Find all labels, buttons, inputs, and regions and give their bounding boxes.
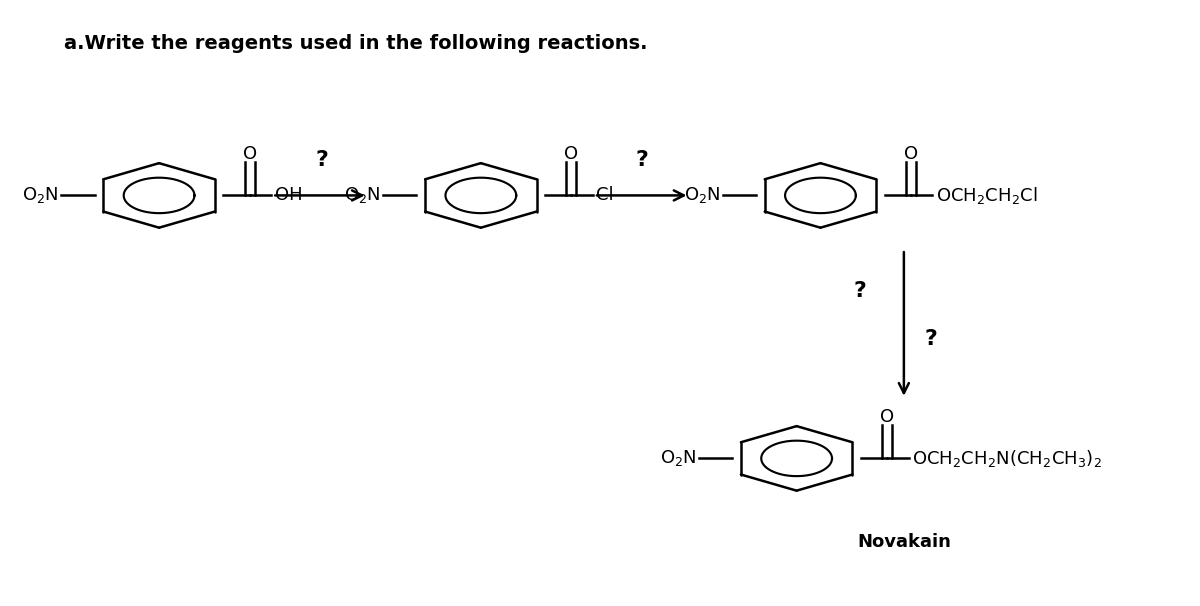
Text: ?: ? — [316, 150, 329, 170]
Text: O$_2$N: O$_2$N — [344, 185, 380, 205]
Text: OCH$_2$CH$_2$N(CH$_2$CH$_3$)$_2$: OCH$_2$CH$_2$N(CH$_2$CH$_3$)$_2$ — [912, 448, 1102, 469]
Text: Cl: Cl — [596, 187, 614, 204]
Text: O: O — [904, 145, 918, 163]
Text: ?: ? — [853, 281, 866, 301]
Text: a.Write the reagents used in the following reactions.: a.Write the reagents used in the followi… — [64, 34, 647, 53]
Text: O: O — [564, 145, 578, 163]
Text: OH: OH — [275, 187, 302, 204]
Text: O$_2$N: O$_2$N — [684, 185, 720, 205]
Text: ?: ? — [635, 150, 648, 170]
Text: Novakain: Novakain — [857, 533, 950, 551]
Text: OCH$_2$CH$_2$Cl: OCH$_2$CH$_2$Cl — [936, 185, 1038, 206]
Text: O$_2$N: O$_2$N — [660, 448, 696, 468]
Text: O: O — [880, 408, 894, 426]
Text: O$_2$N: O$_2$N — [23, 185, 59, 205]
Text: ?: ? — [925, 329, 937, 349]
Text: O: O — [242, 145, 257, 163]
